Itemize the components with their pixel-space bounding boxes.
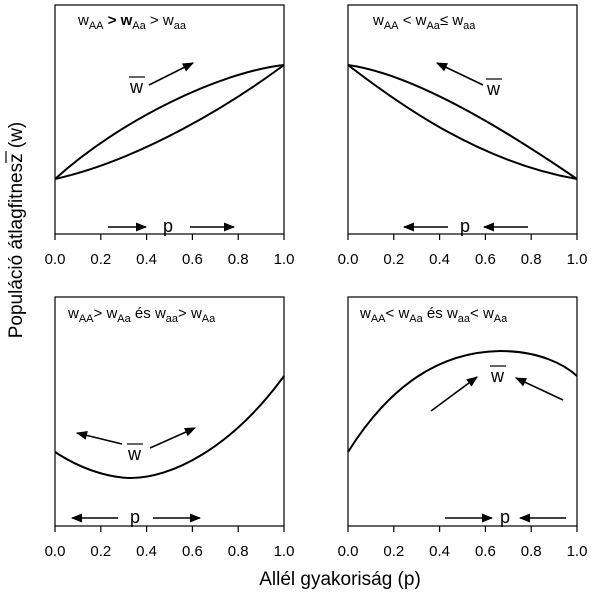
w-arrow-right — [149, 427, 197, 449]
w-arrow — [148, 62, 195, 86]
w-arrow-left — [75, 431, 123, 445]
svg-text:1.0: 1.0 — [567, 543, 588, 560]
panel-title: wAA> wAa és waa> wAa — [67, 305, 216, 325]
curve — [54, 375, 285, 480]
plot-frame — [54, 296, 285, 527]
x-tick-marks — [347, 234, 578, 240]
p-symbol: p — [460, 216, 470, 236]
fitness-symbol: w — [129, 77, 144, 97]
curve-lower — [54, 64, 285, 180]
w-arrow-right — [514, 377, 564, 401]
w-arrow-left — [430, 376, 478, 412]
panel-bottom-left: wAA> wAa és waa> wAa w p 0.0 0.2 0.4 0.6… — [45, 296, 295, 560]
svg-text:0.2: 0.2 — [90, 543, 111, 560]
plot-frame — [347, 4, 578, 235]
p-symbol: p — [163, 216, 173, 236]
panel-bottom-right: wAA< wAa és waa< wAa w p 0.0 0.2 0.4 0.6… — [338, 296, 588, 560]
svg-text:0.6: 0.6 — [475, 543, 496, 560]
plot-frame — [54, 4, 285, 235]
x-axis-title: Allél gyakoriság (p) — [259, 569, 421, 590]
fitness-symbol: w — [486, 79, 501, 99]
x-tick-marks — [347, 526, 578, 532]
panel-top-left: wAA > wAa > waa w p 0.0 0.2 0.4 0.6 0.8 … — [45, 4, 295, 268]
x-tick-labels: 0.0 0.2 0.4 0.6 0.8 1.0 — [45, 543, 295, 560]
svg-text:1.0: 1.0 — [274, 543, 295, 560]
panel-title: wAA< wAa és waa< wAa — [359, 305, 508, 325]
svg-text:0.8: 0.8 — [521, 251, 542, 268]
curve — [347, 349, 578, 453]
svg-text:0.2: 0.2 — [90, 251, 111, 268]
p-symbol: p — [130, 507, 140, 527]
svg-text:0.4: 0.4 — [136, 251, 157, 268]
svg-text:0.4: 0.4 — [429, 251, 450, 268]
svg-text:0.6: 0.6 — [475, 251, 496, 268]
x-tick-labels: 0.0 0.2 0.4 0.6 0.8 1.0 — [45, 251, 295, 268]
curve-upper — [347, 64, 578, 180]
svg-text:0.4: 0.4 — [429, 543, 450, 560]
panel-title: wAA < wAa≤ waa — [372, 12, 476, 32]
curve-upper — [54, 64, 285, 180]
p-symbol: p — [500, 507, 510, 527]
x-tick-marks — [54, 526, 285, 532]
svg-text:0.0: 0.0 — [45, 251, 66, 268]
x-tick-marks — [54, 234, 285, 240]
fitness-symbol: w — [127, 444, 142, 464]
svg-text:0.8: 0.8 — [228, 543, 249, 560]
svg-text:0.6: 0.6 — [182, 251, 203, 268]
svg-text:0.0: 0.0 — [338, 251, 359, 268]
svg-text:0.8: 0.8 — [228, 251, 249, 268]
svg-text:0.8: 0.8 — [521, 543, 542, 560]
svg-text:0.6: 0.6 — [182, 543, 203, 560]
svg-text:0.0: 0.0 — [338, 543, 359, 560]
curve-lower — [347, 64, 578, 180]
w-arrow — [435, 62, 484, 86]
panel-top-right: wAA < wAa≤ waa w p 0.0 0.2 0.4 0.6 0.8 1… — [338, 4, 588, 268]
svg-text:0.2: 0.2 — [383, 251, 404, 268]
fitness-symbol: w — [490, 366, 505, 386]
x-tick-labels: 0.0 0.2 0.4 0.6 0.8 1.0 — [338, 543, 588, 560]
plot-frame — [347, 296, 578, 527]
panel-title: wAA > wAa > waa — [77, 12, 187, 32]
y-axis-title: Populáció átlagfitnesz (w) — [5, 122, 27, 339]
svg-text:1.0: 1.0 — [274, 251, 295, 268]
svg-text:0.4: 0.4 — [136, 543, 157, 560]
x-tick-labels: 0.0 0.2 0.4 0.6 0.8 1.0 — [338, 251, 588, 268]
svg-text:0.0: 0.0 — [45, 543, 66, 560]
y-axis-title-text: Populáció átlagfitnesz (w) — [6, 122, 27, 339]
svg-text:0.2: 0.2 — [383, 543, 404, 560]
svg-text:1.0: 1.0 — [567, 251, 588, 268]
